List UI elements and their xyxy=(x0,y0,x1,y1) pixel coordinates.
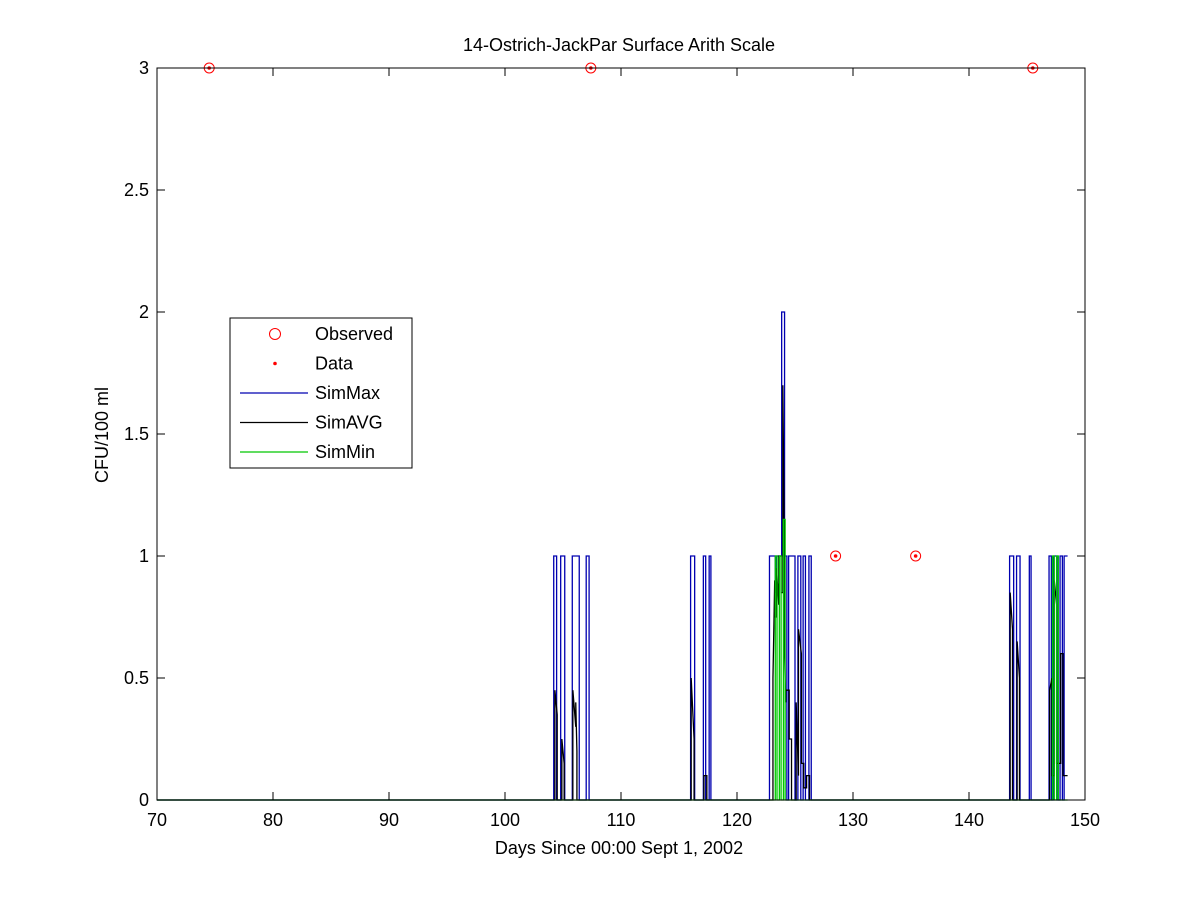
legend-label-data: Data xyxy=(315,354,354,374)
y-tick-label: 2 xyxy=(139,302,149,322)
x-tick-label: 140 xyxy=(954,810,984,830)
data-point xyxy=(913,554,918,558)
x-tick-label: 120 xyxy=(722,810,752,830)
x-tick-label: 70 xyxy=(147,810,167,830)
legend: Observed Data SimMax SimAVG SimMin xyxy=(229,317,413,469)
legend-marker-data xyxy=(273,361,277,366)
legend-marker-observed xyxy=(269,328,281,340)
observed-point xyxy=(830,550,842,562)
legend-label-observed: Observed xyxy=(315,324,393,344)
y-tick-label: 3 xyxy=(139,58,149,78)
y-tick-label: 0.5 xyxy=(124,668,149,688)
y-tick-label: 1.5 xyxy=(124,424,149,444)
chart-title: 14-Ostrich-JackPar Surface Arith Scale xyxy=(463,35,775,55)
legend-label-simmin: SimMin xyxy=(315,442,375,462)
observed-point xyxy=(910,550,922,562)
legend-label-simmax: SimMax xyxy=(315,383,380,403)
x-tick-label: 110 xyxy=(607,810,636,830)
x-tick-label: 80 xyxy=(263,810,283,830)
y-tick-label: 2.5 xyxy=(124,180,149,200)
x-tick-label: 130 xyxy=(838,810,868,830)
axis-ticks-layer: 70 80 90 100 110 120 130 140 150 0 0.5 1 1.5 2 2.5 3 xyxy=(124,58,1100,830)
x-tick-label: 150 xyxy=(1070,810,1100,830)
y-axis-label: CFU/100 ml xyxy=(92,387,112,483)
plot-points-layer xyxy=(203,62,1039,562)
y-tick-label: 0 xyxy=(139,790,149,810)
x-tick-label: 100 xyxy=(490,810,520,830)
legend-label-simavg: SimAVG xyxy=(315,413,383,433)
data-point xyxy=(833,554,838,558)
x-axis-label: Days Since 00:00 Sept 1, 2002 xyxy=(495,838,743,858)
y-tick-label: 1 xyxy=(139,546,149,566)
x-tick-label: 90 xyxy=(379,810,399,830)
series-line-simmin xyxy=(157,518,1068,801)
